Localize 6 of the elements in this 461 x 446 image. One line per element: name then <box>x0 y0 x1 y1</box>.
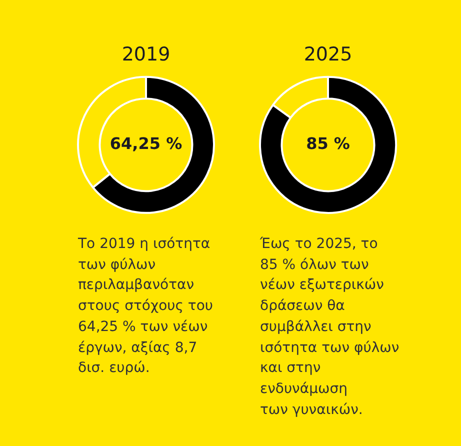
data-label: 85 % <box>306 134 350 154</box>
text: Το 2019 η ισότητα των φύλων περιλαμβανόταν στους στόχους του 64,25 % των νέων έργων, αξίας 8,7 δισ. ευρώ. <box>78 235 214 378</box>
chart-title: 2025 <box>304 43 352 66</box>
chart-title: 2019 <box>122 43 170 66</box>
text: Έως το 2025, το 85 % όλων των νέων εξωτερικών δράσεων θα συμβάλλει στην ισότητα των φύλων και στην ενδυνάμωση των γυναικών. <box>260 236 400 418</box>
data-label: 64,25 % <box>110 134 182 154</box>
